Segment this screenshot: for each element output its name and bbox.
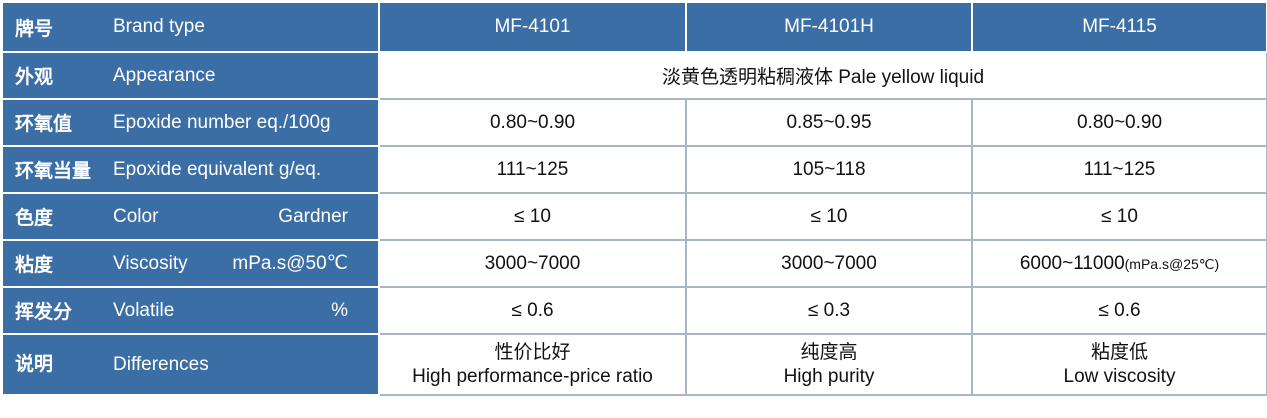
data-row: 色度 Color Gardner ≤ 10 ≤ 10 ≤ 10 bbox=[1, 192, 1267, 241]
value-cell: 3000~7000 bbox=[378, 239, 687, 288]
cell-text: 纯度高 bbox=[800, 341, 858, 363]
row-label: 环氧值 Epoxide number eq./100g bbox=[1, 98, 380, 147]
data-row: 环氧当量 Epoxide equivalent g/eq. 111~125 105~1… bbox=[1, 145, 1267, 194]
cell-text: ≤ 0.6 bbox=[511, 299, 554, 321]
row-label: 挥发分 Volatile% bbox=[1, 286, 380, 335]
value-cell: ≤ 10 bbox=[971, 192, 1267, 241]
value-cell: 111~125 bbox=[378, 145, 687, 194]
row-label: 色度 Color Gardner bbox=[1, 192, 380, 241]
value-cell: 0.80~0.90 bbox=[971, 98, 1267, 147]
label-box: 色度 Color Gardner bbox=[3, 203, 378, 230]
label-box: 说明 Differences bbox=[3, 353, 378, 377]
label-en: Viscosity bbox=[113, 252, 188, 274]
label-zh: 色度 bbox=[15, 208, 54, 229]
data-row: 粘度 Viscosity mPa.s@50℃ 3000~7000 3000~7000 60… bbox=[1, 239, 1267, 288]
cell-line2: Low viscosity bbox=[1063, 365, 1176, 387]
label-unit: % bbox=[331, 299, 348, 321]
label-en: Epoxide equivalent g/eq. bbox=[113, 158, 322, 180]
value-cell: ≤ 10 bbox=[378, 192, 687, 241]
cell-text: ≤ 0.3 bbox=[807, 299, 851, 321]
value-cell: ≤ 0.6 bbox=[378, 286, 687, 335]
data-row: 挥发分 Volatile% ≤ 0.6 ≤ 0.3 ≤ 0.6 bbox=[1, 286, 1267, 335]
label-unit: Gardner bbox=[278, 205, 348, 227]
row-label: 粘度 Viscosity mPa.s@50℃ bbox=[1, 239, 380, 288]
label-en: Brand type bbox=[113, 16, 205, 37]
label-zh: 挥发分 bbox=[15, 302, 73, 323]
cell-text: ≤ 0.6 bbox=[1098, 299, 1141, 321]
table-body: 牌号 Brand type MF-4101 MF-4101H MF-4115 外观 Appe… bbox=[1, 1, 1267, 396]
cell-text: 0.80~0.90 bbox=[1076, 111, 1163, 133]
value-cell: ≤ 0.3 bbox=[685, 286, 973, 335]
row-label: 外观 Appearance bbox=[1, 51, 380, 100]
value-cell: 0.85~0.95 bbox=[685, 98, 973, 147]
value-cell: 6000~11000(mPa.s@25℃) bbox=[971, 239, 1267, 288]
cell-text: 3000~7000 bbox=[781, 252, 877, 274]
cell-text: 111~125 bbox=[1083, 158, 1156, 180]
cell-text: 淡黄色透明粘稠液体 Pale yellow liquid bbox=[661, 67, 985, 88]
cell-text: 性价比好 bbox=[494, 341, 571, 363]
label-box: 环氧当量 Epoxide equivalent g/eq. bbox=[3, 156, 378, 183]
label-box: 外观 Appearance bbox=[3, 62, 378, 89]
label-zh: 环氧值 bbox=[15, 114, 73, 135]
label-zh: 外观 bbox=[15, 67, 54, 88]
cell-text: 6000~11000 bbox=[1019, 252, 1125, 274]
label-en: Epoxide number eq./100g bbox=[113, 111, 331, 133]
value-cell: 111~125 bbox=[971, 145, 1267, 194]
cell-text: ≤ 10 bbox=[514, 205, 551, 227]
row-label: 环氧当量 Epoxide equivalent g/eq. bbox=[1, 145, 380, 194]
row-label: 牌号 Brand type bbox=[1, 1, 380, 53]
cell-note: (mPa.s@25℃) bbox=[1124, 255, 1220, 272]
cell-text: 粘度低 bbox=[1090, 341, 1148, 363]
cell-text: 105~118 bbox=[792, 158, 866, 180]
cell-text: 3000~7000 bbox=[484, 252, 581, 274]
value-cell: 0.80~0.90 bbox=[378, 98, 687, 147]
cell-text: 0.85~0.95 bbox=[786, 111, 872, 133]
column-header: MF-4115 bbox=[971, 1, 1267, 53]
column-header: MF-4101H bbox=[685, 1, 973, 53]
label-zh: 牌号 bbox=[15, 18, 54, 40]
value-cell: 105~118 bbox=[685, 145, 973, 194]
label-unit: mPa.s@50℃ bbox=[232, 253, 348, 274]
cell-line2: High purity bbox=[783, 365, 875, 387]
label-en: Color bbox=[113, 205, 159, 227]
value-cell: ≤ 10 bbox=[685, 192, 973, 241]
label-en: Differences bbox=[113, 353, 209, 375]
label-box: 环氧值 Epoxide number eq./100g bbox=[3, 109, 378, 136]
label-en: Volatile bbox=[113, 299, 175, 321]
label-zh: 粘度 bbox=[15, 255, 54, 276]
cell-text: 111~125 bbox=[496, 158, 569, 180]
header-row: 牌号 Brand type MF-4101 MF-4101H MF-4115 bbox=[1, 1, 1267, 53]
value-cell: 性价比好 High performance-price ratio bbox=[378, 333, 687, 396]
cell-line2: High performance-price ratio bbox=[412, 365, 653, 387]
label-box: 挥发分 Volatile% bbox=[3, 297, 378, 324]
label-box: 牌号 Brand type bbox=[3, 14, 378, 41]
cell-text: ≤ 10 bbox=[1101, 205, 1138, 227]
cell-text: 0.80~0.90 bbox=[489, 111, 576, 133]
value-cell: 纯度高 High purity bbox=[685, 333, 973, 396]
data-row: 环氧值 Epoxide number eq./100g 0.80~0.90 0.85~… bbox=[1, 98, 1267, 147]
value-cell: 粘度低 Low viscosity bbox=[971, 333, 1267, 396]
row-label: 说明 Differences bbox=[1, 333, 380, 396]
label-zh: 环氧当量 bbox=[15, 161, 92, 182]
data-row: 外观 Appearance 淡黄色透明粘稠液体 Pale yellow liquid bbox=[1, 51, 1267, 100]
spec-table: 牌号 Brand type MF-4101 MF-4101H MF-4115 外观 Appe… bbox=[1, 1, 1267, 396]
column-header: MF-4101 bbox=[378, 1, 687, 53]
value-cell: 淡黄色透明粘稠液体 Pale yellow liquid bbox=[378, 51, 1267, 100]
value-cell: ≤ 0.6 bbox=[971, 286, 1267, 335]
label-zh: 说明 bbox=[15, 353, 54, 375]
label-en: Appearance bbox=[113, 64, 216, 86]
cell-text: ≤ 10 bbox=[810, 205, 848, 227]
value-cell: 3000~7000 bbox=[685, 239, 973, 288]
label-box: 粘度 Viscosity mPa.s@50℃ bbox=[3, 250, 378, 277]
data-row: 说明 Differences 性价比好 High performance-price … bbox=[1, 333, 1267, 396]
